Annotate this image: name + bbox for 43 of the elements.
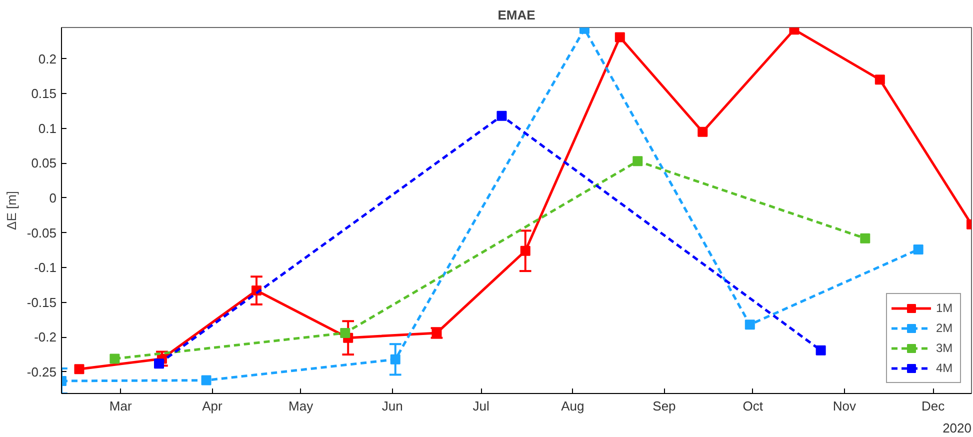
point	[496, 110, 507, 121]
x-tick-label: May	[288, 398, 314, 414]
point	[614, 32, 625, 42]
legend-label: 1M	[936, 301, 954, 315]
y-tick-label: 0.05	[31, 156, 57, 171]
x-tick-label: Apr	[202, 398, 223, 414]
x-tick-label: Aug	[561, 398, 584, 414]
point	[110, 354, 120, 364]
point	[390, 354, 400, 364]
y-tick-label: -0.1	[34, 260, 57, 276]
x-tick-label: Oct	[742, 398, 764, 414]
point	[74, 364, 84, 374]
legend-label: 2M	[936, 321, 954, 335]
x-tick-label: Jun	[382, 398, 403, 414]
x-tick-label: Mar	[109, 398, 132, 414]
text: 2020	[942, 420, 972, 436]
legend-label: 3M	[936, 341, 954, 355]
point	[340, 328, 350, 338]
y-tick-label: 0.15	[31, 86, 57, 102]
point	[860, 233, 870, 244]
point	[632, 156, 643, 166]
point	[154, 358, 164, 369]
y-tick-label: -0.2	[34, 330, 57, 345]
legend-label: 4M	[936, 361, 954, 375]
point	[744, 320, 755, 330]
x-tick-label: Dec	[922, 398, 946, 414]
y-tick-label: 0.1	[38, 120, 57, 136]
y-tick-label: -0.05	[26, 225, 57, 240]
x-tick-label: Jul	[472, 398, 490, 414]
x-tick-label: Nov	[832, 398, 857, 414]
y-axis-title: ΔE [m]	[4, 190, 19, 230]
y-tick-label: -0.25	[26, 364, 57, 380]
y-tick-label: -0.15	[26, 294, 57, 310]
y-tick-label: 0.2	[38, 51, 57, 66]
y-tick-label: 0	[49, 190, 57, 206]
chart-title: EMAE	[498, 8, 536, 22]
point	[698, 126, 708, 137]
point	[201, 375, 212, 386]
x-tick-label: Sep	[652, 398, 676, 414]
point	[816, 345, 826, 356]
point	[913, 244, 924, 254]
point	[874, 74, 885, 85]
point	[520, 246, 530, 256]
